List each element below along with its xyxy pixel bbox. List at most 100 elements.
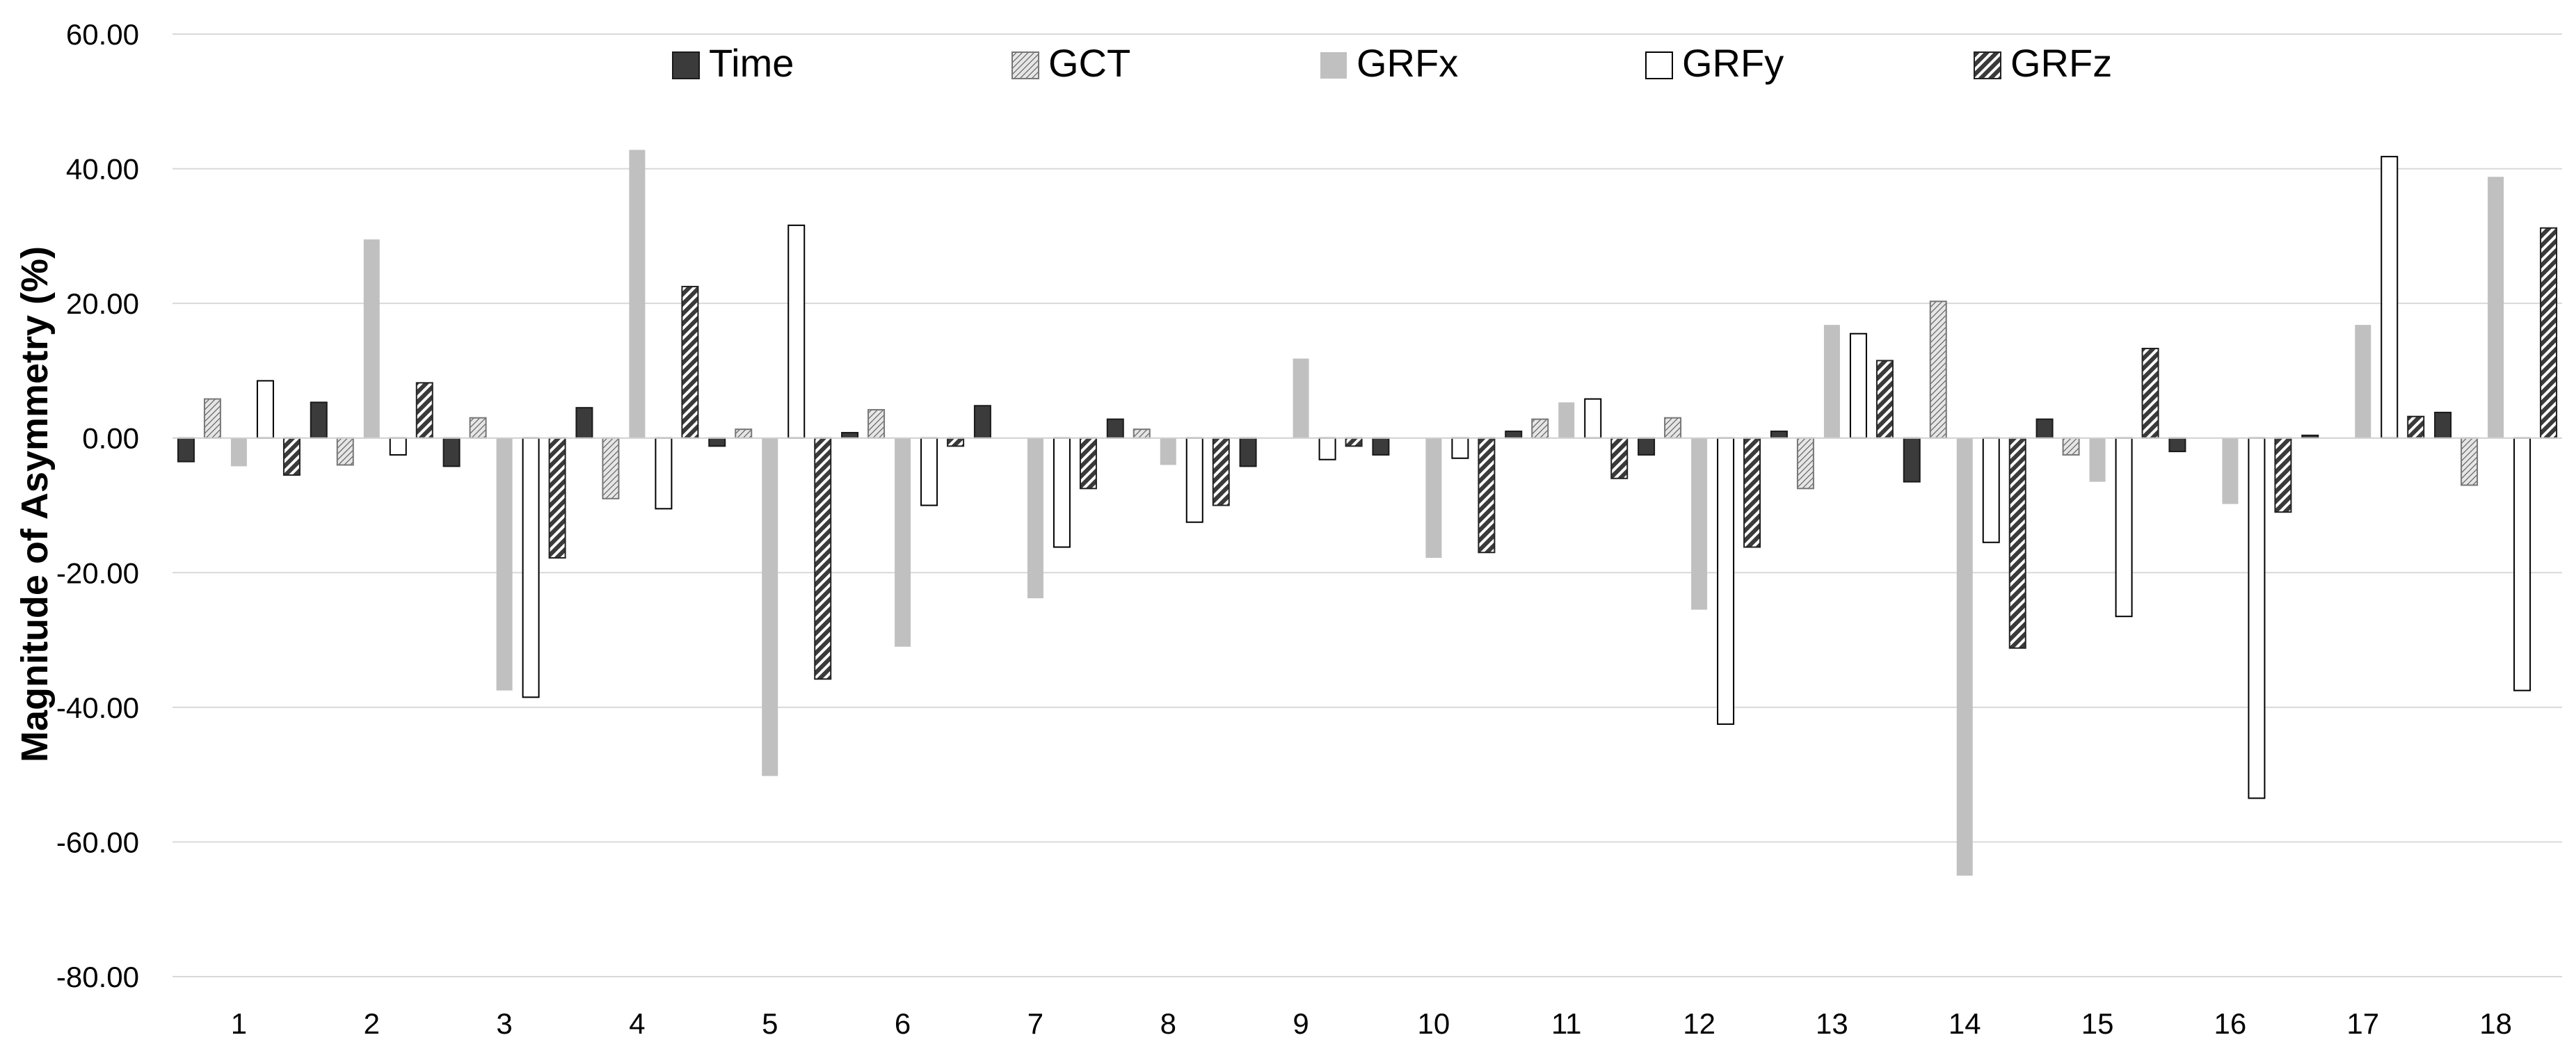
gridlines [173,33,2562,977]
x-tick-label: 1 [231,1007,247,1040]
bar-grfz-13 [1875,360,1894,439]
bar-time-10 [1372,437,1390,456]
bar-grfz-12 [1743,437,1761,548]
x-tick-label: 9 [1293,1007,1309,1040]
bar-grfz-8 [1212,437,1230,506]
bar-grfy-3 [522,437,540,698]
bar-time-4 [575,407,593,439]
bar-grfx-6 [895,438,911,647]
bar-grfx-17 [2355,325,2371,438]
bar-grfz-11 [1610,437,1629,479]
x-tick-label: 11 [1551,1007,1582,1040]
bar-grfx-11 [1558,402,1575,438]
legend-label: GRFx [1357,41,1458,85]
bar-time-9 [1239,437,1257,467]
bar-time-18 [2434,411,2452,439]
x-tick-label: 8 [1160,1007,1176,1040]
legend-item-grfy: GRFy [1645,41,1784,85]
bar-time-16 [2168,437,2186,453]
x-tick-label: 14 [1949,1007,1981,1040]
bar-time-15 [2035,418,2054,439]
bar-grfy-10 [1451,437,1469,459]
legend-swatch [1645,51,1673,79]
bar-grfx-13 [1823,325,1840,438]
bar-gct-6 [867,409,886,439]
bar-gct-1 [203,398,221,439]
bar-grfx-1 [230,438,247,467]
bar-grfx-14 [1956,438,1973,876]
y-tick-label: -80.00 [56,961,139,993]
bar-grfy-1 [256,380,274,439]
bar-gct-18 [2461,437,2479,486]
bar-gct-15 [2062,437,2080,456]
x-tick-label: 10 [1418,1007,1450,1040]
bar-grfz-2 [415,382,433,439]
bar-grfz-1 [282,437,301,476]
x-tick-label: 2 [364,1007,380,1040]
legend-item-gct: GCT [1011,41,1130,85]
x-tick-label: 6 [895,1007,911,1040]
bar-grfy-12 [1717,437,1735,726]
bar-grfz-9 [1345,437,1363,447]
bar-time-2 [310,401,328,439]
bar-grfz-6 [947,437,965,447]
bar-grfy-6 [920,437,938,506]
bar-time-13 [1770,431,1788,439]
bar-grfx-8 [1160,438,1176,465]
bar-grfx-5 [762,438,778,776]
x-tick-label: 5 [762,1007,778,1040]
bar-grfz-10 [1478,437,1496,554]
legend-label: GCT [1048,41,1130,85]
y-tick-label: -20.00 [56,556,139,589]
bar-grfy-17 [2381,156,2399,439]
legend: Time GCT GRFx GRFy GRFz [672,41,2112,85]
bar-grfx-15 [2089,438,2106,482]
bar-gct-14 [1929,300,1947,439]
x-tick-label: 3 [496,1007,512,1040]
bar-gct-12 [1664,417,1682,439]
bar-time-3 [442,437,461,467]
legend-swatch [1320,52,1347,79]
bar-gct-2 [336,437,354,466]
bar-grfy-4 [655,437,673,510]
bar-grfx-9 [1293,358,1309,438]
bar-grfy-18 [2513,437,2531,691]
bar-time-8 [1106,418,1124,439]
bar-time-12 [1638,437,1656,456]
y-tick-label: -40.00 [56,691,139,724]
x-tick-label: 15 [2081,1007,2114,1040]
bar-time-6 [841,431,859,439]
legend-swatch [672,51,700,79]
y-tick-label: 40.00 [66,153,139,186]
legend-label: GRFy [1682,41,1784,85]
bar-grfz-7 [1079,437,1097,490]
bar-grfx-16 [2222,438,2239,504]
bar-grfy-14 [1982,437,2000,543]
legend-swatch [1974,51,2001,79]
x-tick-label: 18 [2479,1007,2512,1040]
x-tick-label: 4 [629,1007,645,1040]
y-tick-label: 0.00 [82,422,139,455]
bar-gct-5 [735,428,753,439]
bar-gct-8 [1133,428,1151,439]
bar-grfy-9 [1318,437,1336,460]
bar-time-11 [1505,431,1523,439]
x-tick-label: 7 [1027,1007,1043,1040]
bar-grfy-16 [2248,437,2266,799]
bar-grfx-12 [1691,438,1708,610]
bar-grfx-7 [1027,438,1043,599]
y-axis-title: Magnitude of Asymmetry (%) [14,246,56,762]
legend-item-time: Time [672,41,794,85]
bar-grfz-17 [2407,415,2425,439]
bar-gct-11 [1531,418,1549,439]
legend-item-grfx: GRFx [1320,41,1458,85]
bar-grfz-14 [2008,437,2026,649]
bar-time-5 [708,437,726,447]
bar-grfz-5 [814,437,832,680]
bar-grfx-3 [496,438,513,691]
bar-grfz-15 [2141,347,2159,439]
x-tick-label: 17 [2346,1007,2379,1040]
y-tick-label: -60.00 [56,826,139,858]
x-tick-label: 12 [1683,1007,1715,1040]
axes: 60.00 40.00 20.00 0.00 -20.00 -40.00 -60.00 -80… [56,18,2562,1040]
